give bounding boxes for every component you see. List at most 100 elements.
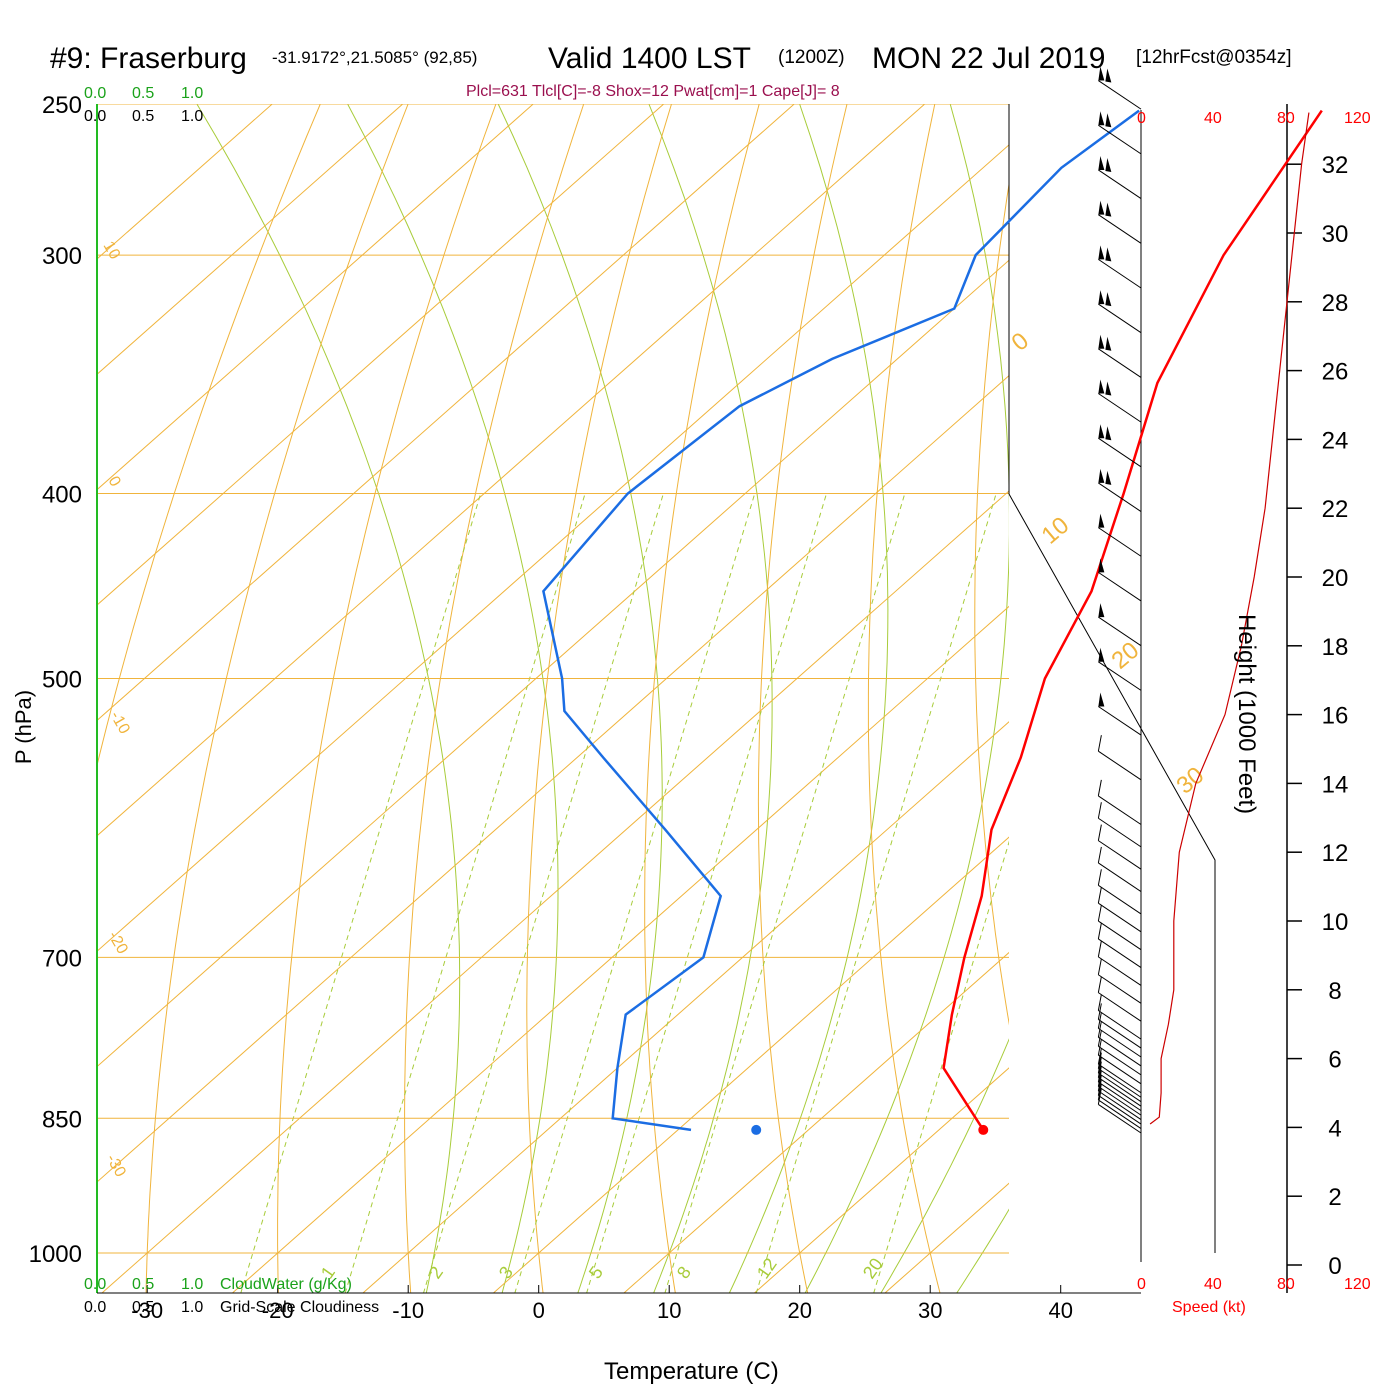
barb-feather bbox=[1097, 846, 1102, 864]
barb-feather bbox=[1097, 958, 1102, 975]
wind-barb bbox=[1097, 958, 1142, 1004]
barb-flag bbox=[1098, 468, 1105, 483]
wind-barb bbox=[1098, 468, 1142, 512]
wind-barb bbox=[1098, 558, 1142, 602]
barb-shaft bbox=[1098, 258, 1142, 289]
barb-flag bbox=[1098, 379, 1105, 394]
moist-adiabat bbox=[1032, 70, 1400, 1293]
height-tick-label: 18 bbox=[1322, 634, 1349, 661]
barb-shaft bbox=[1098, 840, 1142, 870]
speed-tick: 0 bbox=[1137, 1276, 1146, 1293]
height-tick-label: 24 bbox=[1322, 427, 1349, 454]
y-tick-label: 300 bbox=[42, 243, 82, 270]
barb-shaft bbox=[1098, 393, 1142, 423]
barb-flag bbox=[1105, 68, 1112, 83]
speed-tick: 80 bbox=[1277, 110, 1295, 127]
station-coords: -31.9172°,21.5085° (92,85) bbox=[272, 48, 478, 67]
sounding-indices: Plcl=631 Tlcl[C]=-8 Shox=12 Pwat[cm]=1 C… bbox=[466, 83, 840, 100]
valid-date: MON 22 Jul 2019 bbox=[872, 42, 1106, 75]
isotherm bbox=[97, 104, 404, 375]
barb-shaft bbox=[1098, 956, 1142, 986]
isotherm-label: 0 bbox=[105, 474, 124, 490]
wind-barb bbox=[1097, 869, 1142, 915]
isotherm bbox=[97, 104, 795, 722]
barb-feather bbox=[1097, 824, 1102, 841]
cloud-scale-top-green: 0.0 0.5 1.0 bbox=[84, 85, 203, 103]
height-tick-label: 14 bbox=[1322, 771, 1349, 798]
wind-barb bbox=[1097, 846, 1142, 892]
y-tick-label: 850 bbox=[42, 1106, 82, 1133]
isotherm bbox=[97, 259, 1009, 1068]
barb-shaft bbox=[1098, 706, 1142, 736]
dry-adiabat bbox=[974, 181, 1009, 1026]
dry-adiabat bbox=[404, 104, 585, 1293]
barb-shaft bbox=[1098, 992, 1142, 1022]
isotherm bbox=[1015, 70, 1400, 1293]
y-axis-title: P (hPa) bbox=[11, 689, 36, 765]
x-tick-label: -20 bbox=[262, 1298, 294, 1323]
barb-shaft bbox=[1098, 169, 1142, 199]
mixing-ratio-label: 5 bbox=[585, 1263, 607, 1283]
barb-shaft bbox=[1098, 795, 1142, 825]
barb-shaft bbox=[1098, 1045, 1142, 1076]
wind-barb bbox=[1097, 976, 1142, 1022]
barb-shaft bbox=[1098, 1027, 1142, 1058]
barb-shaft bbox=[1098, 1103, 1142, 1134]
barb-feather bbox=[1097, 802, 1102, 819]
barb-flag bbox=[1098, 66, 1105, 81]
barb-flag bbox=[1098, 245, 1105, 260]
barb-feather bbox=[1097, 922, 1102, 940]
barb-shaft bbox=[1098, 974, 1142, 1004]
isotherm bbox=[362, 721, 1009, 1293]
scale-tick: 1.0 bbox=[181, 1299, 204, 1316]
barb-flag bbox=[1105, 292, 1112, 307]
isotherm bbox=[97, 104, 926, 837]
wind-barb bbox=[1097, 904, 1142, 951]
barb-shaft bbox=[1098, 750, 1142, 781]
scale-tick: 0.5 bbox=[132, 1299, 155, 1316]
x-tick-label: 0 bbox=[533, 1298, 545, 1323]
barb-shaft bbox=[1098, 938, 1142, 968]
temperature-profile bbox=[942, 109, 1323, 1131]
barb-shaft bbox=[1098, 902, 1142, 933]
cloud-scale-top-black: 0.0 0.5 1.0 bbox=[84, 108, 203, 126]
cloudwater-label: CloudWater (g/Kg) bbox=[220, 1276, 352, 1293]
scale-tick: 0.0 bbox=[84, 85, 107, 102]
y-tick-label: 500 bbox=[42, 667, 82, 694]
moist-adiabat bbox=[880, 1038, 1009, 1293]
wind-barb bbox=[1098, 155, 1142, 199]
isotherm-label: 0 bbox=[1007, 327, 1035, 356]
wind-barb bbox=[1098, 334, 1142, 378]
surface-temperature-point bbox=[978, 1124, 989, 1135]
barb-shaft bbox=[1098, 124, 1142, 155]
barb-flag bbox=[1105, 247, 1112, 262]
barb-flag bbox=[1105, 336, 1112, 351]
cloud-scale-bottom-green: 0.0 0.5 1.0 CloudWater (g/Kg) bbox=[84, 1276, 352, 1294]
wind-barb bbox=[1097, 994, 1142, 1040]
plot-right-edge bbox=[1008, 493, 1216, 1253]
barb-flag bbox=[1098, 200, 1105, 215]
barb-feather bbox=[1097, 887, 1102, 904]
scale-tick: 0.0 bbox=[84, 1276, 107, 1293]
barb-flag bbox=[1098, 111, 1105, 126]
isotherm-label: -30 bbox=[103, 1152, 129, 1181]
barb-flag bbox=[1098, 424, 1105, 439]
speed-tick: 120 bbox=[1344, 1276, 1371, 1293]
mixing-ratio-label: 8 bbox=[673, 1263, 695, 1283]
dry-adiabat bbox=[526, 104, 673, 1293]
isotherm bbox=[1145, 70, 1400, 1293]
wind-barb bbox=[1098, 200, 1142, 244]
station-title: #9: Fraserburg bbox=[50, 42, 247, 75]
mixing-ratio-line bbox=[514, 493, 756, 1293]
scale-tick: 0.0 bbox=[84, 108, 107, 125]
barb-flag bbox=[1098, 603, 1105, 618]
wind-barb bbox=[1097, 824, 1142, 870]
barb-feather bbox=[1097, 735, 1102, 752]
wind-barb bbox=[1097, 1052, 1142, 1098]
x-tick-label: 20 bbox=[787, 1298, 811, 1323]
zulu-time: (1200Z) bbox=[778, 47, 845, 68]
wind-barb bbox=[1098, 111, 1142, 155]
barb-flag bbox=[1098, 155, 1105, 170]
scale-tick: 0.5 bbox=[132, 108, 155, 125]
x-axis-title: Temperature (C) bbox=[604, 1358, 779, 1385]
